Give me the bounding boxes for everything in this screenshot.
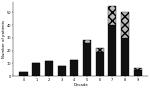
X-axis label: Decade: Decade [73, 83, 88, 87]
Bar [108, 6, 116, 25]
Bar [121, 12, 129, 38]
Bar [134, 70, 142, 76]
Y-axis label: Number of patients: Number of patients [2, 20, 6, 58]
Bar [108, 25, 116, 76]
Bar [57, 66, 66, 76]
Bar [83, 43, 91, 76]
Bar [45, 61, 53, 76]
Bar [96, 52, 104, 76]
Bar [121, 38, 129, 76]
Bar [96, 48, 104, 52]
Bar [20, 72, 28, 76]
Bar [32, 63, 40, 76]
Bar [83, 40, 91, 43]
Bar [70, 60, 78, 76]
Bar [134, 68, 142, 70]
